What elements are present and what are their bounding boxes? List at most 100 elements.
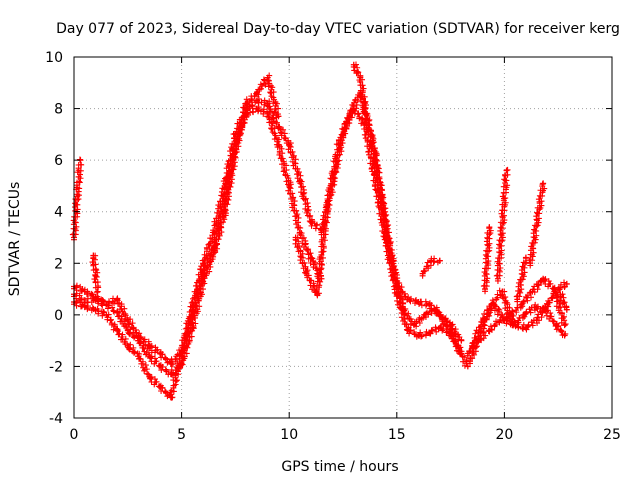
data-point xyxy=(527,260,534,267)
data-point xyxy=(531,304,538,311)
data-point xyxy=(499,288,506,295)
axis-ticks: 0 5 10 15 20 25 -4 -2 0 2 4 6 8 10 xyxy=(45,50,621,443)
series-spike-a xyxy=(69,156,85,243)
data-point xyxy=(335,141,342,148)
data-point xyxy=(555,286,562,293)
data-point xyxy=(419,270,426,277)
data-point xyxy=(114,296,121,303)
data-point xyxy=(146,353,153,360)
data-point xyxy=(135,337,142,344)
series-spike-b xyxy=(89,252,102,296)
series-track-g xyxy=(464,275,569,359)
data-point xyxy=(264,74,271,81)
data-point xyxy=(436,324,443,331)
data-point xyxy=(415,332,422,339)
data-point xyxy=(286,141,293,148)
y-axis-label: SDTVAR / TECUs xyxy=(7,182,23,297)
data-point xyxy=(292,234,299,241)
data-point xyxy=(124,342,131,349)
data-point xyxy=(286,182,293,189)
data-point xyxy=(466,358,473,365)
data-point xyxy=(490,301,497,308)
data-point xyxy=(518,301,525,308)
data-point xyxy=(393,280,400,287)
data-point xyxy=(486,327,493,334)
data-point xyxy=(90,252,97,259)
series-track-i xyxy=(469,279,570,351)
plot-frame xyxy=(73,56,613,419)
data-point xyxy=(303,270,310,277)
data-point xyxy=(522,255,529,262)
x-tick-label: 20 xyxy=(495,427,513,443)
data-point xyxy=(411,322,418,329)
x-tick-label: 0 xyxy=(70,427,79,443)
data-point xyxy=(529,288,536,295)
data-point xyxy=(454,342,461,349)
data-point xyxy=(103,311,110,318)
data-point xyxy=(428,257,435,264)
series-trace xyxy=(71,72,282,378)
data-point xyxy=(363,115,370,122)
data-point xyxy=(503,167,510,174)
data-point xyxy=(561,322,568,329)
series-track-c xyxy=(71,72,282,378)
data-point xyxy=(346,110,353,117)
data-point xyxy=(264,110,271,117)
data-point xyxy=(253,105,260,112)
data-point xyxy=(275,123,282,130)
data-point xyxy=(253,90,260,97)
series-trace xyxy=(69,156,85,243)
data-point xyxy=(275,113,282,120)
x-tick-label: 25 xyxy=(603,427,621,443)
series-trace xyxy=(71,104,325,401)
series-spike-f xyxy=(526,180,548,269)
data-point xyxy=(167,371,174,378)
data-point xyxy=(486,224,493,231)
data-point xyxy=(436,257,443,264)
data-point xyxy=(232,149,239,156)
series-spike-c xyxy=(480,224,494,295)
data-point xyxy=(421,311,428,318)
series-trace xyxy=(480,225,494,295)
data-point xyxy=(540,275,547,282)
y-tick-label: 10 xyxy=(45,50,63,66)
data-point xyxy=(243,100,250,107)
data-point xyxy=(501,317,508,324)
series-spike-g xyxy=(419,255,443,279)
data-point xyxy=(557,291,564,298)
data-point xyxy=(92,306,99,313)
data-point xyxy=(514,296,521,303)
data-point xyxy=(426,329,433,336)
data-point xyxy=(178,360,185,367)
data-point xyxy=(167,360,174,367)
y-tick-label: 2 xyxy=(54,256,63,272)
data-point xyxy=(533,317,540,324)
data-point xyxy=(275,141,282,148)
data-point xyxy=(458,337,465,344)
data-point xyxy=(520,311,527,318)
data-point xyxy=(94,288,101,295)
data-point xyxy=(522,324,529,331)
data-point xyxy=(544,301,551,308)
data-point xyxy=(296,229,303,236)
x-tick-label: 10 xyxy=(280,427,298,443)
data-point xyxy=(264,100,271,107)
chart-title: Day 077 of 2023, Sidereal Day-to-day VTE… xyxy=(56,21,620,37)
data-point xyxy=(124,317,131,324)
data-point xyxy=(114,309,121,316)
data-point xyxy=(135,353,142,360)
data-point xyxy=(189,324,196,331)
data-point xyxy=(81,304,88,311)
data-point xyxy=(357,74,364,81)
y-tick-label: -2 xyxy=(49,359,63,375)
series-trace xyxy=(526,181,548,269)
series-spike-h xyxy=(557,291,570,313)
series-track-f xyxy=(350,61,465,344)
data-point xyxy=(210,249,217,256)
data-point xyxy=(157,384,164,391)
data-point xyxy=(479,317,486,324)
data-point xyxy=(114,327,121,334)
data-point xyxy=(74,193,81,200)
data-point xyxy=(221,208,228,215)
